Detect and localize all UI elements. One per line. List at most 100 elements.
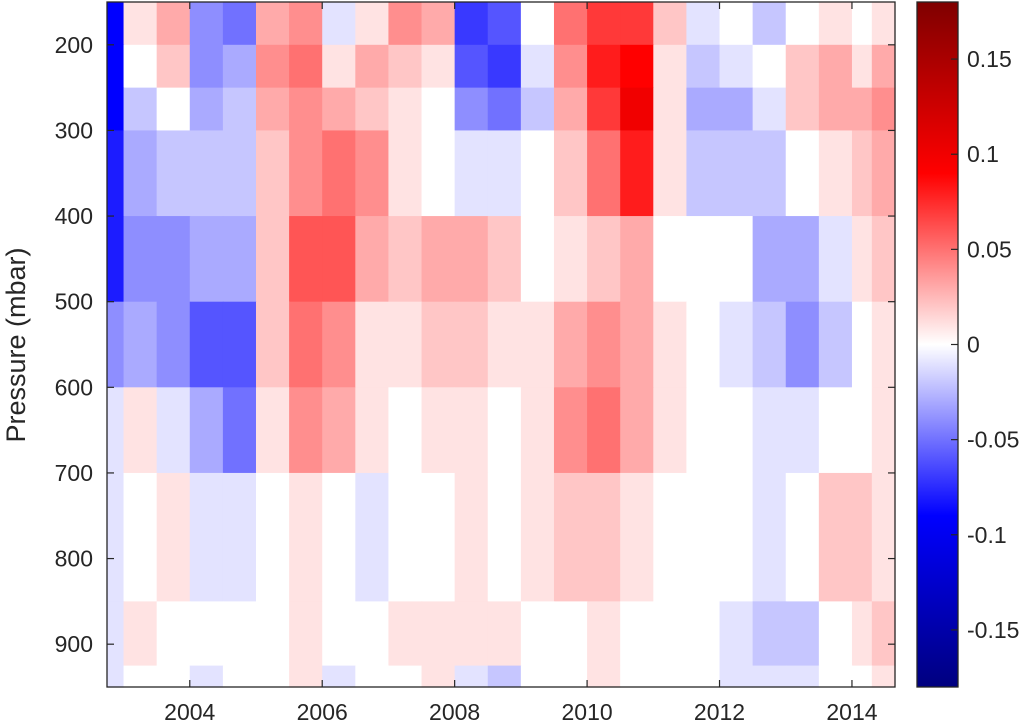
heatmap-cell <box>620 2 654 46</box>
heatmap-cell <box>123 2 158 46</box>
heatmap-cell <box>454 472 489 602</box>
heatmap-cell <box>289 2 323 46</box>
heatmap-cell <box>322 601 356 667</box>
heatmap-cell <box>107 44 125 89</box>
heatmap-cell <box>851 44 873 89</box>
heatmap-cell <box>520 2 555 46</box>
heatmap-cell <box>189 665 224 688</box>
heatmap-cell <box>454 387 489 474</box>
x-tick-label: 2012 <box>694 699 745 725</box>
heatmap-cell <box>620 472 654 602</box>
heatmap-cell <box>189 472 224 602</box>
heatmap-cell <box>818 665 853 688</box>
y-tick-label: 800 <box>55 546 93 572</box>
heatmap-cell <box>851 301 873 388</box>
heatmap-cell <box>871 387 896 474</box>
heatmap-cell <box>818 301 853 388</box>
heatmap-cell <box>871 216 896 303</box>
heatmap-cell <box>156 87 191 132</box>
heatmap-cell <box>255 87 290 132</box>
heatmap-cell <box>851 601 873 667</box>
heatmap-cell <box>871 2 896 46</box>
heatmap-cell <box>686 130 721 217</box>
y-tick-label: 700 <box>55 460 93 486</box>
heatmap-cell <box>719 44 754 89</box>
heatmap-cell <box>653 387 688 474</box>
heatmap-cell <box>255 601 290 667</box>
heatmap-cell <box>156 44 191 89</box>
heatmap-cell <box>388 130 423 217</box>
heatmap-cell <box>388 472 423 602</box>
heatmap-cell <box>322 387 356 474</box>
heatmap-cell <box>322 87 356 132</box>
colorbar-tick-label: -0.05 <box>967 427 1019 453</box>
heatmap-cell <box>871 301 896 388</box>
heatmap-cell <box>156 472 191 602</box>
heatmap-cell <box>553 665 588 688</box>
heatmap-cell <box>686 44 721 89</box>
x-tick-label: 2006 <box>297 699 348 725</box>
heatmap-cell <box>752 601 787 667</box>
heatmap-cell <box>454 44 489 89</box>
heatmap-cell <box>785 387 820 474</box>
heatmap-cell <box>785 87 820 132</box>
heatmap-cell <box>421 472 456 602</box>
heatmap-cell <box>156 130 191 217</box>
colorbar-tick-label: -0.15 <box>967 617 1019 643</box>
heatmap-cell <box>355 387 390 474</box>
heatmap-cell <box>487 301 522 388</box>
heatmap-cell <box>520 44 555 89</box>
heatmap-cell <box>719 2 754 46</box>
heatmap-cell <box>255 216 290 303</box>
heatmap-cell <box>752 130 787 217</box>
heatmap-cell <box>719 665 754 688</box>
heatmap-cells <box>107 2 896 688</box>
heatmap-cell <box>421 44 456 89</box>
heatmap-cell <box>388 387 423 474</box>
heatmap-cell <box>520 216 555 303</box>
heatmap-cell <box>553 130 588 217</box>
heatmap-cell <box>322 472 356 602</box>
heatmap-cell <box>818 472 853 602</box>
heatmap-cell <box>851 472 873 602</box>
heatmap-cell <box>123 665 158 688</box>
heatmap-cell <box>871 472 896 602</box>
heatmap-cell <box>123 387 158 474</box>
heatmap-cell <box>851 216 873 303</box>
heatmap-cell <box>189 44 224 89</box>
heatmap-cell <box>487 216 522 303</box>
heatmap-cell <box>289 87 323 132</box>
heatmap-cell <box>189 601 224 667</box>
heatmap-cell <box>785 130 820 217</box>
heatmap-cell <box>189 2 224 46</box>
heatmap-cell <box>421 130 456 217</box>
heatmap-cell <box>156 216 191 303</box>
colorbar-tick-label: 0.05 <box>967 236 1012 262</box>
heatmap-cell <box>520 601 555 667</box>
heatmap-cell <box>322 665 356 688</box>
heatmap-cell <box>587 665 621 688</box>
heatmap-cell <box>719 472 754 602</box>
heatmap-cell <box>851 387 873 474</box>
heatmap-cell <box>719 216 754 303</box>
heatmap-cell <box>553 44 588 89</box>
heatmap-cell <box>818 216 853 303</box>
colorbar-tick-label: 0.15 <box>967 46 1012 72</box>
heatmap-cell <box>520 87 555 132</box>
x-axis: 2004 2006 2008 2010 2012 2014 <box>164 2 878 725</box>
heatmap-cell <box>818 387 853 474</box>
heatmap-cell <box>421 301 456 388</box>
heatmap-cell <box>255 387 290 474</box>
heatmap-cell <box>686 2 721 46</box>
heatmap-cell <box>851 665 873 688</box>
heatmap-cell <box>871 130 896 217</box>
heatmap-cell <box>520 472 555 602</box>
heatmap-cell <box>123 130 158 217</box>
heatmap-cell <box>222 130 257 217</box>
y-tick-label: 200 <box>55 32 93 58</box>
heatmap-cell <box>686 665 721 688</box>
heatmap-cell <box>454 216 489 303</box>
heatmap-cell <box>752 87 787 132</box>
heatmap-cell <box>752 301 787 388</box>
